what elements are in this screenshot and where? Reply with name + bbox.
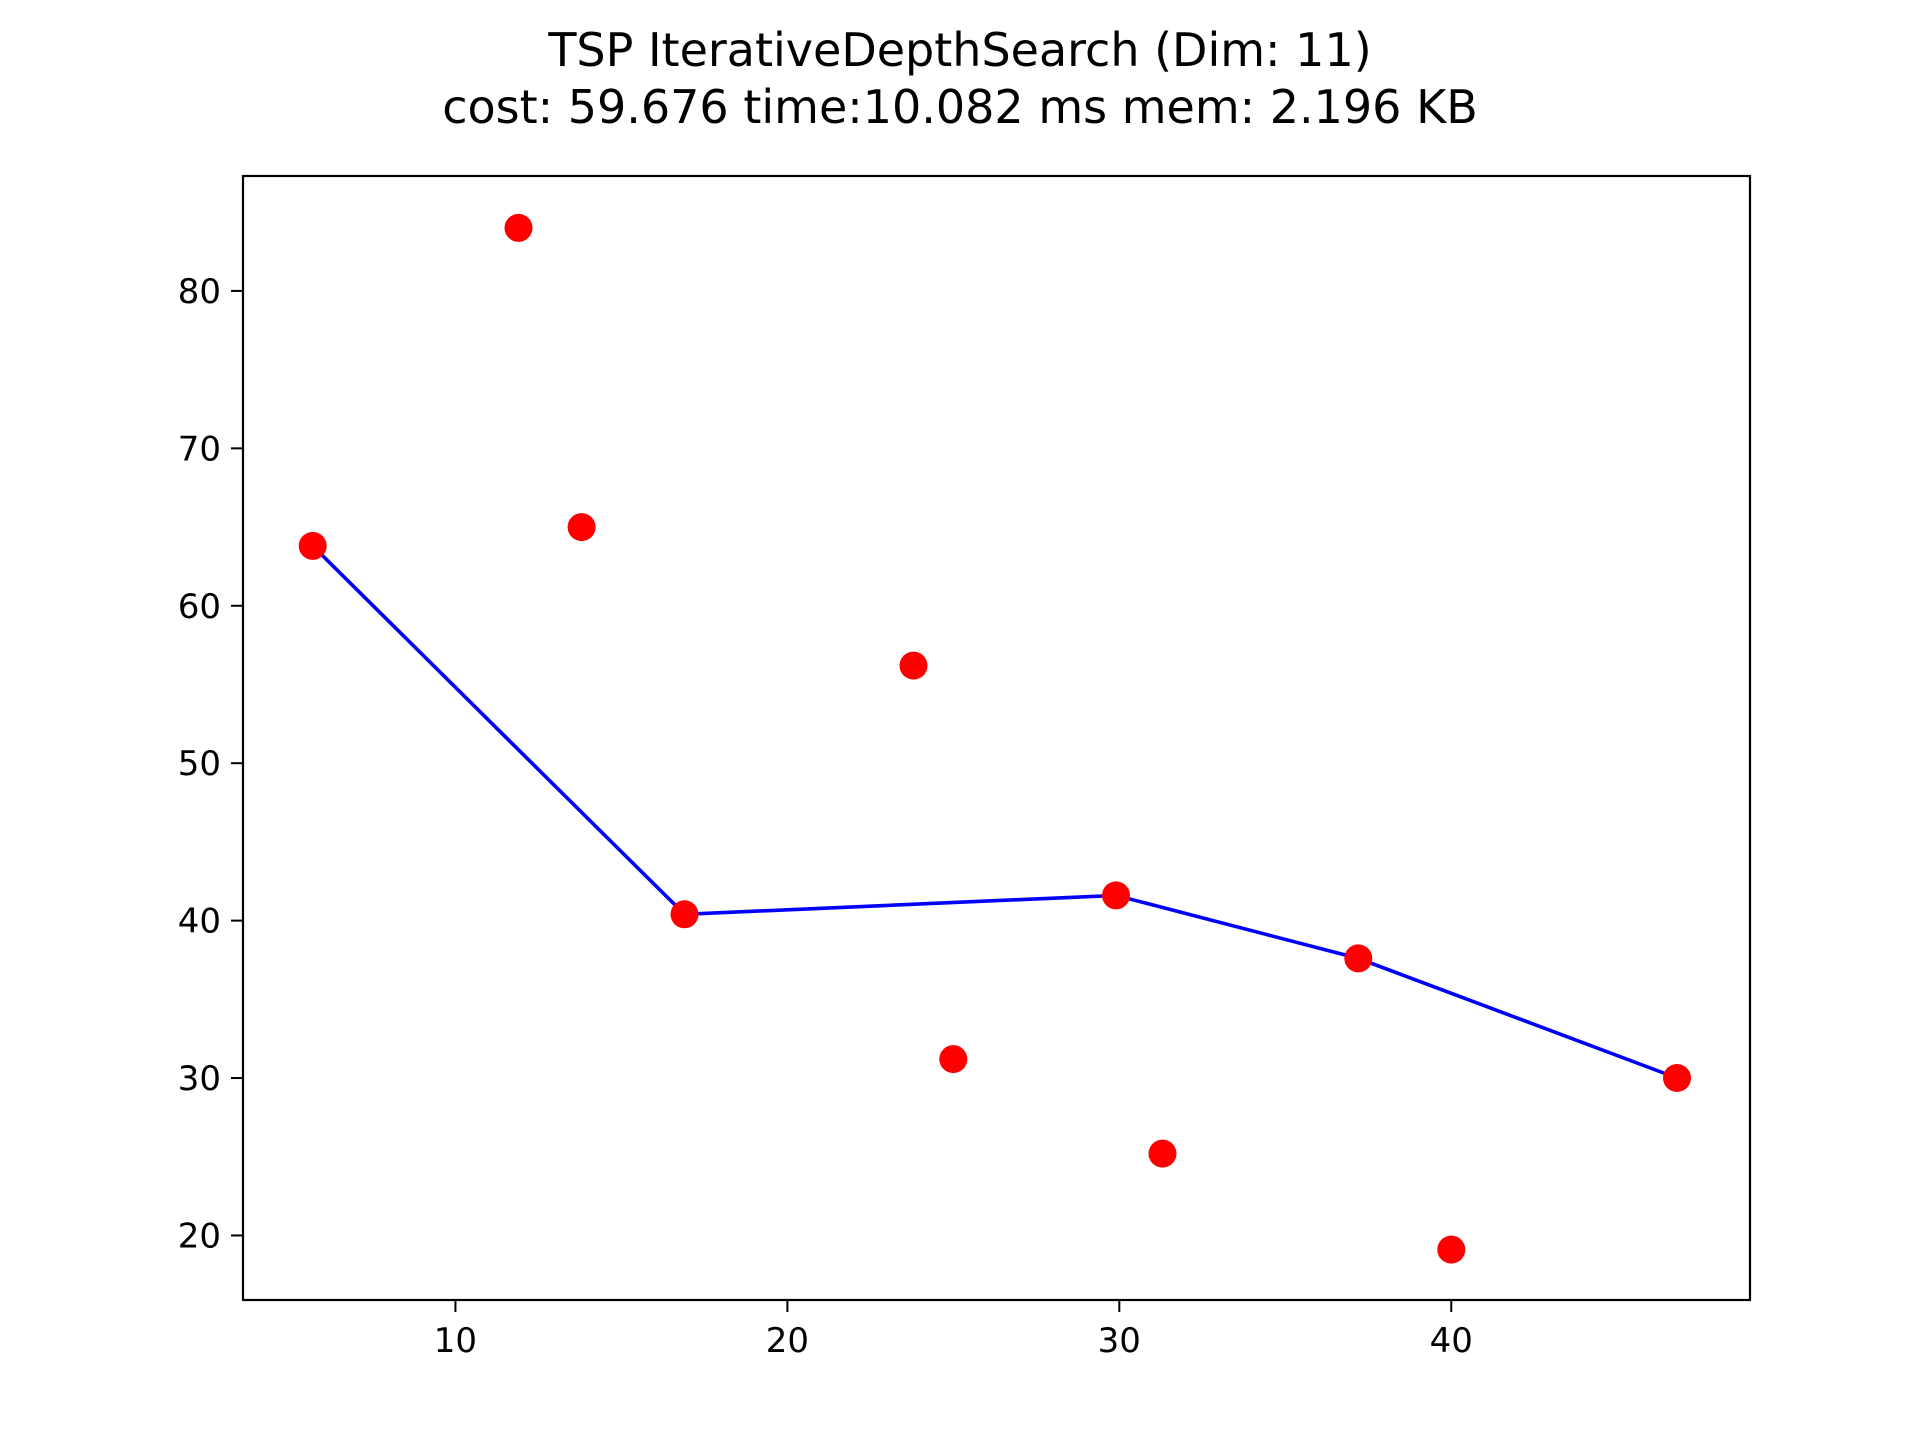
city-point: [504, 213, 533, 242]
y-tick-label: 30: [178, 1059, 221, 1099]
city-point: [1148, 1139, 1177, 1168]
plot-frame: [241, 174, 1752, 1302]
y-tick-label: 60: [178, 587, 221, 627]
plot-area: [298, 213, 1691, 1264]
y-tick-label: 20: [178, 1216, 221, 1256]
x-tick-label: 10: [434, 1321, 477, 1361]
city-point: [1437, 1235, 1466, 1264]
y-tick-label: 50: [178, 744, 221, 784]
city-point: [1344, 944, 1373, 973]
route-line: [311, 544, 1678, 1080]
chart-subtitle: cost: 59.676 time:10.082 ms mem: 2.196 K…: [442, 80, 1478, 134]
city-point: [298, 531, 327, 560]
city-point: [670, 900, 699, 929]
city-point: [899, 651, 928, 680]
x-tick-label: 30: [1098, 1321, 1141, 1361]
chart-title: TSP IterativeDepthSearch (Dim: 11): [547, 23, 1371, 77]
y-tick-label: 80: [178, 272, 221, 312]
axis-ticks: 10 20 30 40 20 30 40 50 60 70 80: [178, 272, 1473, 1361]
city-point: [1102, 881, 1130, 910]
city-point: [567, 513, 596, 542]
x-tick-label: 20: [766, 1321, 809, 1361]
x-tick-label: 40: [1430, 1321, 1473, 1361]
city-point: [939, 1045, 968, 1074]
city-point: [1663, 1064, 1691, 1092]
y-tick-label: 70: [178, 429, 221, 469]
y-tick-label: 40: [178, 902, 221, 942]
